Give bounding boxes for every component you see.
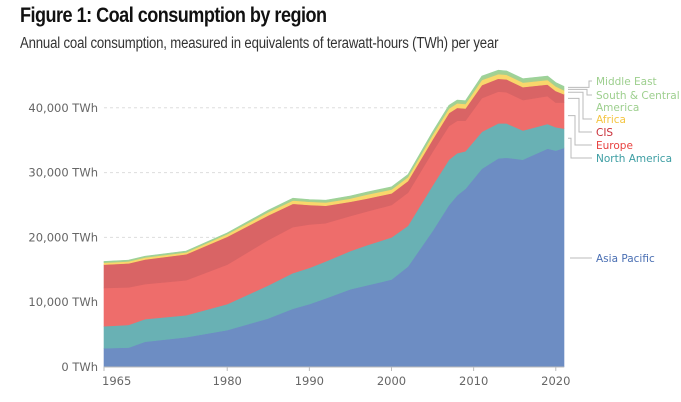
x-tick-label: 2010	[459, 374, 488, 388]
y-tick-label: 10,000 TWh	[28, 295, 98, 309]
legend-label: America	[596, 102, 639, 114]
legend-label: CIS	[596, 127, 613, 139]
y-tick-label: 40,000 TWh	[28, 101, 98, 115]
legend-label: South & Central	[596, 90, 680, 102]
legend-connector	[568, 97, 592, 133]
legend-connector	[568, 137, 592, 159]
x-tick-label: 1965	[102, 374, 131, 388]
y-tick-label: 30,000 TWh	[28, 166, 98, 180]
y-tick-label: 0 TWh	[61, 360, 98, 374]
x-tick-label: 1990	[295, 374, 324, 388]
legend-label: Asia Pacific	[596, 253, 655, 265]
legend-label: Europe	[596, 140, 633, 152]
chart-title: Figure 1: Coal consumption by region	[20, 4, 327, 27]
area-middle-east	[103, 69, 565, 262]
x-tick-label: 2020	[541, 374, 570, 388]
y-tick-label: 20,000 TWh	[28, 230, 98, 244]
legend-connector	[568, 88, 592, 96]
legend-label: Africa	[596, 114, 626, 126]
legend-connector	[568, 80, 592, 88]
legend-connector	[568, 115, 592, 146]
legend-label: Middle East	[596, 76, 657, 88]
stacked-areas	[103, 69, 565, 368]
legend: Middle East South & CentralAmericaAfricaC…	[568, 76, 680, 265]
chart-subtitle: Annual coal consumption, measured in equ…	[20, 35, 499, 52]
x-tick-label: 2000	[377, 374, 406, 388]
legend-connector	[568, 91, 592, 120]
legend-label: North America	[596, 153, 672, 165]
x-tick-label: 1980	[213, 374, 242, 388]
axes: 0 TWh 10,000 TWh 20,000 TWh 30,000 TWh 40,00…	[28, 101, 570, 388]
